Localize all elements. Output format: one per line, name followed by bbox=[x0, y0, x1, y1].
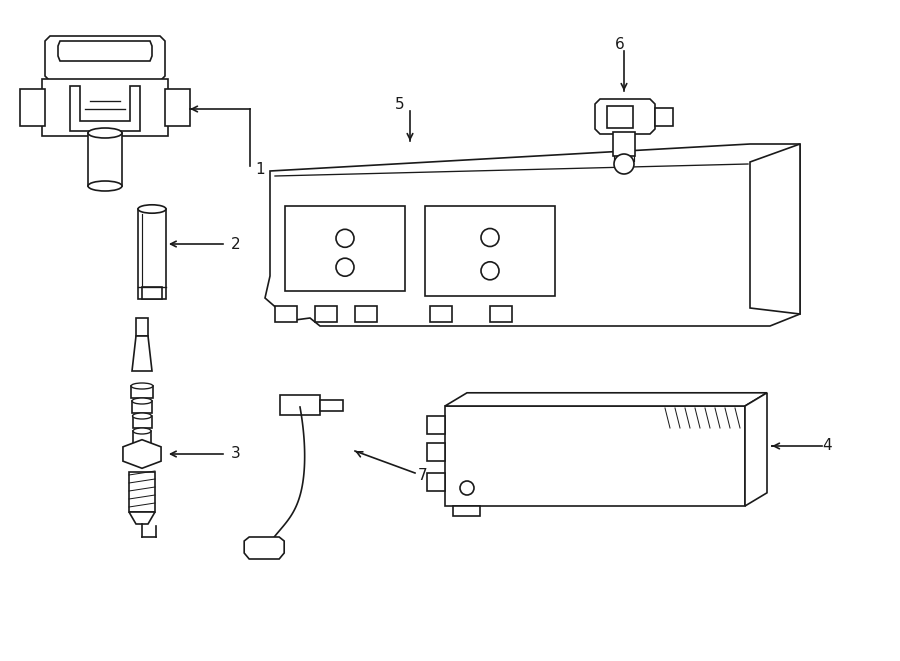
Ellipse shape bbox=[132, 413, 151, 419]
Polygon shape bbox=[129, 512, 155, 524]
Polygon shape bbox=[280, 395, 320, 415]
Ellipse shape bbox=[131, 383, 153, 389]
Polygon shape bbox=[136, 318, 148, 336]
Polygon shape bbox=[142, 287, 162, 299]
Text: 2: 2 bbox=[231, 237, 240, 251]
Circle shape bbox=[481, 262, 499, 280]
Polygon shape bbox=[427, 443, 445, 461]
Polygon shape bbox=[20, 89, 45, 126]
Polygon shape bbox=[131, 386, 153, 398]
Polygon shape bbox=[123, 440, 161, 468]
Polygon shape bbox=[595, 99, 655, 134]
Ellipse shape bbox=[88, 181, 122, 191]
Polygon shape bbox=[132, 416, 151, 428]
Polygon shape bbox=[275, 306, 297, 322]
Polygon shape bbox=[285, 206, 405, 291]
Polygon shape bbox=[445, 406, 745, 506]
Circle shape bbox=[336, 229, 354, 247]
Polygon shape bbox=[58, 41, 152, 61]
Polygon shape bbox=[453, 506, 480, 516]
Circle shape bbox=[460, 481, 474, 495]
Polygon shape bbox=[607, 106, 633, 128]
Polygon shape bbox=[129, 472, 155, 512]
Ellipse shape bbox=[138, 205, 166, 214]
Polygon shape bbox=[613, 132, 635, 156]
Polygon shape bbox=[42, 79, 168, 136]
Polygon shape bbox=[490, 306, 512, 322]
Text: 5: 5 bbox=[395, 97, 405, 112]
Text: 7: 7 bbox=[418, 469, 428, 483]
Text: 6: 6 bbox=[615, 36, 625, 52]
Polygon shape bbox=[315, 306, 337, 322]
Polygon shape bbox=[427, 473, 445, 491]
Polygon shape bbox=[165, 89, 190, 126]
Text: 4: 4 bbox=[822, 438, 832, 453]
Polygon shape bbox=[427, 416, 445, 434]
Polygon shape bbox=[88, 133, 122, 186]
Polygon shape bbox=[745, 393, 767, 506]
Polygon shape bbox=[750, 144, 800, 314]
Polygon shape bbox=[265, 144, 800, 326]
Polygon shape bbox=[430, 306, 452, 322]
Ellipse shape bbox=[133, 428, 151, 434]
Polygon shape bbox=[132, 336, 152, 371]
Polygon shape bbox=[138, 209, 166, 299]
Polygon shape bbox=[320, 400, 343, 411]
Circle shape bbox=[614, 154, 634, 174]
Polygon shape bbox=[355, 306, 377, 322]
Polygon shape bbox=[655, 108, 673, 126]
Polygon shape bbox=[45, 36, 165, 81]
Circle shape bbox=[481, 229, 499, 247]
Ellipse shape bbox=[132, 398, 152, 404]
Polygon shape bbox=[244, 537, 284, 559]
Polygon shape bbox=[70, 86, 140, 131]
Circle shape bbox=[336, 258, 354, 276]
Polygon shape bbox=[132, 401, 152, 413]
Text: 1: 1 bbox=[255, 161, 265, 176]
Polygon shape bbox=[425, 206, 555, 296]
Polygon shape bbox=[133, 431, 151, 443]
Polygon shape bbox=[445, 393, 767, 406]
Ellipse shape bbox=[88, 128, 122, 138]
Text: 3: 3 bbox=[231, 446, 241, 461]
